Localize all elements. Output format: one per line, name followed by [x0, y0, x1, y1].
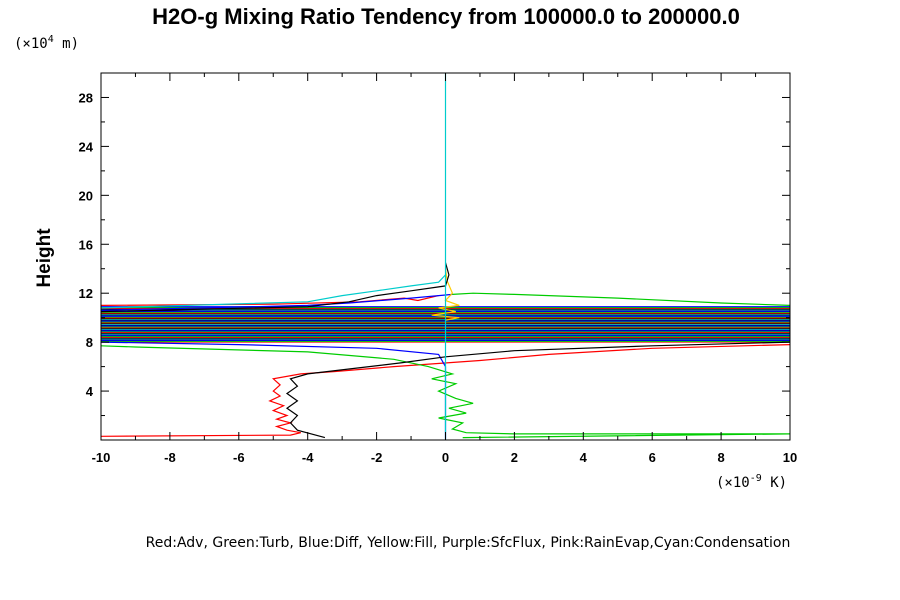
- x-tick-label: -4: [302, 450, 314, 465]
- x-tick-label: -10: [92, 450, 111, 465]
- y-tick-label: 28: [79, 90, 93, 105]
- y-tick-label: 20: [79, 188, 93, 203]
- series-line-turb-upper: [452, 292, 790, 306]
- x-tick-label: 8: [717, 450, 724, 465]
- series-line-adv: [101, 344, 790, 437]
- y-tick-label: 24: [79, 139, 94, 154]
- x-tick-label: 6: [649, 450, 656, 465]
- y-axis-label: Height: [34, 228, 55, 288]
- series-line-black-upper: [101, 262, 450, 313]
- y-unit-label: (×104 m): [14, 34, 79, 52]
- x-tick-label: 2: [511, 450, 518, 465]
- x-tick-label: -2: [371, 450, 383, 465]
- y-tick-label: 8: [86, 335, 93, 350]
- series-layer: [101, 73, 790, 440]
- x-tick-label: 4: [580, 450, 588, 465]
- x-unit-label: (×10-9 K): [716, 473, 787, 491]
- x-tick-label: -8: [164, 450, 176, 465]
- series-line-turb: [101, 345, 790, 439]
- legend: Red:Adv, Green:Turb, Blue:Diff, Yellow:F…: [146, 535, 791, 551]
- series-line-black: [285, 341, 790, 439]
- series-line-diff-upper: [101, 293, 453, 311]
- y-tick-label: 12: [79, 286, 93, 301]
- y-tick-label: 16: [79, 237, 93, 252]
- x-tick-label: -6: [233, 450, 245, 465]
- x-tick-label: 0: [442, 450, 449, 465]
- chart-title: H2O-g Mixing Ratio Tendency from 100000.…: [152, 4, 740, 29]
- x-tick-label: 10: [783, 450, 797, 465]
- y-tick-label: 4: [86, 384, 94, 399]
- series-line-condensation-upper: [101, 274, 446, 309]
